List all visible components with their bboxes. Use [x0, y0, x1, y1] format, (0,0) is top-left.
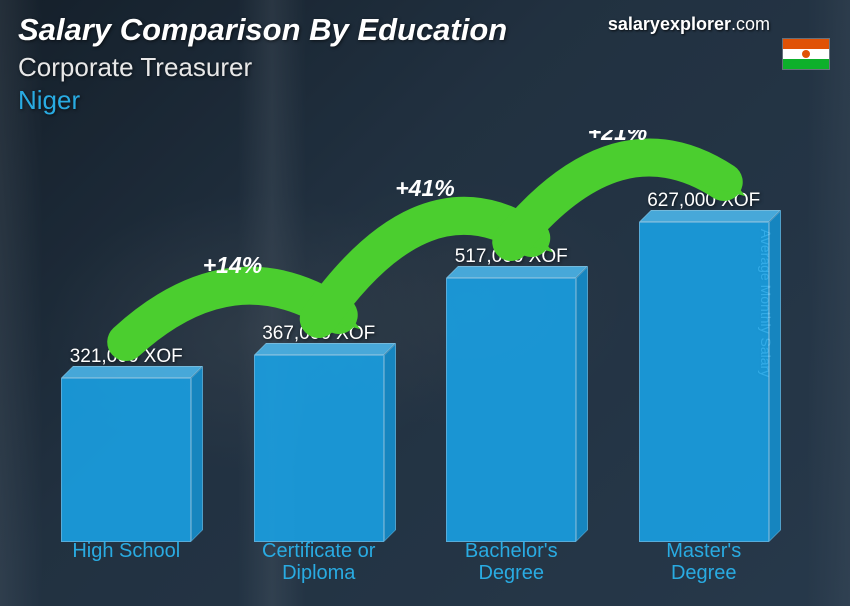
flag-stripe-mid — [783, 49, 829, 59]
country-name: Niger — [18, 85, 507, 116]
bar-top-face — [254, 343, 396, 355]
bar — [61, 378, 191, 542]
bars-row: 321,000 XOF 367,000 XOF 517,000 XOF 627,000… — [30, 130, 800, 542]
bar — [254, 355, 384, 542]
bar-category-label: Master'sDegree — [619, 540, 788, 584]
header: Salary Comparison By Education Corporate… — [18, 12, 507, 116]
chart-area: 321,000 XOF 367,000 XOF 517,000 XOF 627,000… — [30, 130, 800, 584]
bar-group: 627,000 XOF — [619, 190, 788, 542]
flag-icon — [782, 38, 830, 70]
flag-stripe-top — [783, 39, 829, 49]
brand-domain: .com — [731, 14, 770, 34]
bar-value-label: 367,000 XOF — [262, 323, 375, 345]
bar-value-label: 517,000 XOF — [455, 246, 568, 268]
bar-top-face — [639, 210, 781, 222]
bar-front-face — [254, 355, 384, 542]
chart-title: Salary Comparison By Education — [18, 12, 507, 48]
chart-container: Salary Comparison By Education Corporate… — [0, 0, 850, 606]
labels-row: High School Certificate orDiploma Bachelor… — [30, 540, 800, 584]
bar-category-label: High School — [42, 540, 211, 584]
bar-category-label: Certificate orDiploma — [234, 540, 403, 584]
bar-side-face — [384, 343, 396, 542]
bar-side-face — [191, 366, 203, 542]
bar-group: 367,000 XOF — [234, 323, 403, 542]
bar-front-face — [446, 278, 576, 542]
bar — [639, 222, 769, 542]
flag-stripe-bot — [783, 59, 829, 69]
flag-circle — [802, 50, 810, 58]
bar-value-label: 627,000 XOF — [647, 190, 760, 212]
bar-category-label: Bachelor'sDegree — [427, 540, 596, 584]
bar-side-face — [769, 210, 781, 542]
brand-name: salaryexplorer — [608, 14, 731, 34]
bar-value-label: 321,000 XOF — [70, 346, 183, 368]
bar-group: 517,000 XOF — [427, 246, 596, 542]
bar-front-face — [639, 222, 769, 542]
bar-front-face — [61, 378, 191, 542]
bar — [446, 278, 576, 542]
bar-top-face — [446, 266, 588, 278]
bar-top-face — [61, 366, 203, 378]
bar-group: 321,000 XOF — [42, 346, 211, 542]
job-title: Corporate Treasurer — [18, 52, 507, 83]
brand-watermark: salaryexplorer.com — [608, 14, 770, 35]
bar-side-face — [576, 266, 588, 542]
